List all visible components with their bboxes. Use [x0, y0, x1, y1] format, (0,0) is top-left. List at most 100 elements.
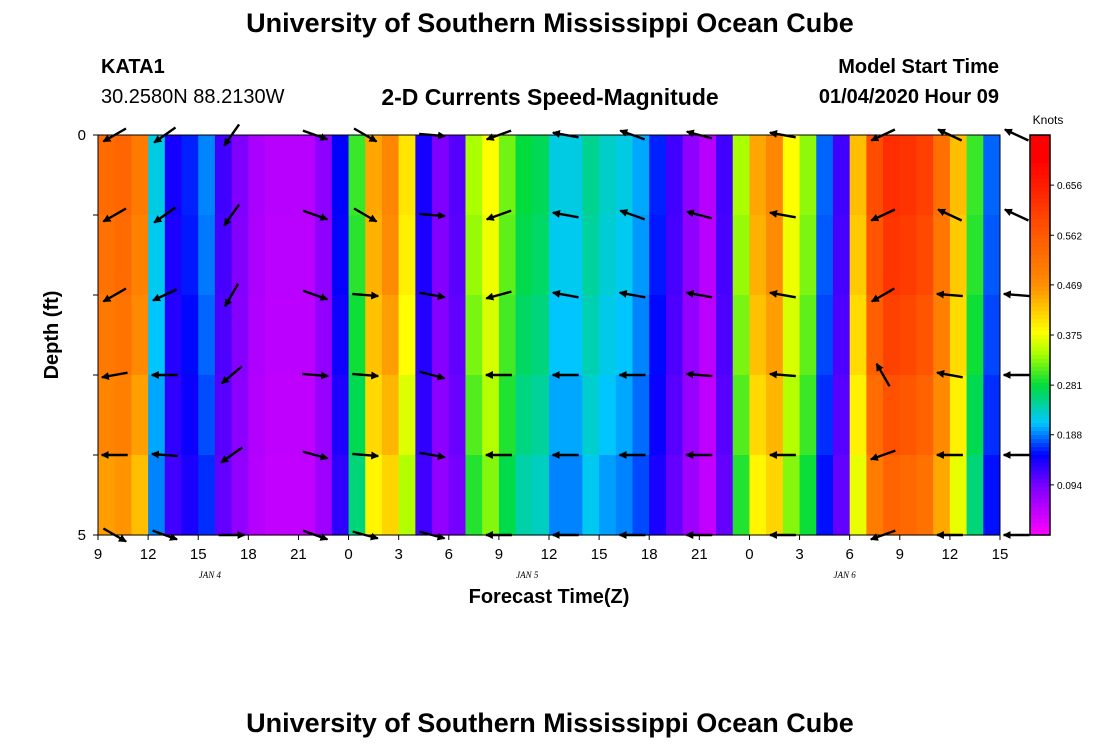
- colorbar-segment: [1030, 395, 1050, 400]
- heatmap-cell: [632, 455, 650, 536]
- heatmap-cell: [331, 135, 350, 216]
- heatmap-cell: [849, 375, 867, 456]
- heatmap-cell: [315, 455, 333, 536]
- current-vector: [685, 370, 713, 379]
- heatmap-cell: [98, 455, 116, 536]
- x-tick-label: 12: [541, 546, 558, 563]
- heatmap-cell: [699, 215, 717, 296]
- heatmap-cell: [966, 295, 984, 376]
- current-vector: [153, 206, 177, 224]
- heatmap-cell: [782, 135, 801, 216]
- heatmap-cell: [214, 295, 233, 376]
- heatmap-cell: [532, 375, 550, 456]
- heatmap-cell: [482, 295, 500, 376]
- heatmap-cell: [582, 215, 600, 296]
- colorbar-segment: [1030, 403, 1050, 408]
- colorbar-segment: [1030, 215, 1050, 220]
- heatmap-cell: [181, 375, 199, 456]
- heatmap-cell: [231, 295, 249, 376]
- x-tick-label: 3: [795, 546, 803, 563]
- colorbar-segment: [1030, 207, 1050, 212]
- heatmap-cell: [164, 215, 183, 296]
- heatmap-cell: [482, 135, 500, 216]
- colorbar-segment: [1030, 475, 1050, 480]
- heatmap-cell: [699, 135, 717, 216]
- heatmap-cell: [131, 215, 149, 296]
- x-tick-label: 18: [641, 546, 658, 563]
- heatmap-cell: [716, 295, 734, 376]
- colorbar-segment: [1030, 375, 1050, 380]
- heatmap-cell: [348, 295, 366, 376]
- heatmap-cell: [381, 455, 400, 536]
- heatmap-cell: [432, 215, 450, 296]
- current-vector: [302, 209, 329, 221]
- heatmap-cell: [281, 295, 300, 376]
- heatmap-cell: [883, 215, 901, 296]
- station-id: KATA1: [101, 56, 165, 78]
- heatmap-cell: [549, 135, 567, 216]
- heatmap-cell: [899, 455, 918, 536]
- current-vector: [768, 370, 796, 379]
- heatmap-cell: [298, 135, 316, 216]
- colorbar-segment: [1030, 523, 1050, 528]
- colorbar-tick-label: 0.188: [1057, 431, 1082, 442]
- heatmap-cell: [214, 215, 233, 296]
- x-tick-label: 3: [394, 546, 402, 563]
- heatmap-cell: [749, 295, 767, 376]
- heatmap-cell: [265, 375, 283, 456]
- heatmap-cell: [248, 215, 266, 296]
- heatmap-cell: [615, 295, 634, 376]
- heatmap-cell: [298, 375, 316, 456]
- current-vector: [875, 362, 891, 387]
- colorbar-segment: [1030, 211, 1050, 216]
- heatmap-cell: [298, 295, 316, 376]
- colorbar-segment: [1030, 447, 1050, 452]
- heatmap-cell: [415, 375, 433, 456]
- colorbar-segment: [1030, 271, 1050, 276]
- current-vector: [150, 450, 178, 459]
- heatmap-cell: [114, 455, 132, 536]
- heatmap-cell: [465, 375, 483, 456]
- current-vector: [419, 291, 446, 300]
- current-vector: [352, 291, 380, 300]
- current-vector: [485, 290, 512, 301]
- heatmap-cell: [866, 455, 884, 536]
- heatmap-cell: [131, 375, 149, 456]
- heatmap-cell: [432, 455, 450, 536]
- heatmap-cell: [649, 135, 667, 216]
- heatmap-cell: [398, 455, 416, 536]
- heatmap-cell: [933, 455, 951, 536]
- heatmap-cell: [198, 135, 216, 216]
- colorbar-segment: [1030, 143, 1050, 148]
- colorbar-segment: [1030, 387, 1050, 392]
- heatmap-cell: [348, 135, 366, 216]
- heatmap-cell: [498, 455, 517, 536]
- x-tick-label: 6: [845, 546, 853, 563]
- heatmap-cell: [933, 295, 951, 376]
- colorbar-tick-label: 0.281: [1057, 381, 1082, 392]
- colorbar-segment: [1030, 191, 1050, 196]
- current-vector: [102, 207, 127, 223]
- colorbar-segment: [1030, 343, 1050, 348]
- colorbar-segment: [1030, 231, 1050, 236]
- heatmap-cell: [415, 295, 433, 376]
- heatmap-cell: [465, 215, 483, 296]
- heatmap-cell: [615, 375, 634, 456]
- colorbar-segment: [1030, 347, 1050, 352]
- heatmap-cell: [131, 455, 149, 536]
- x-tick-label: 15: [190, 546, 207, 563]
- colorbar-segment: [1030, 419, 1050, 424]
- colorbar-segment: [1030, 183, 1050, 188]
- heatmap-cell: [699, 295, 717, 376]
- heatmap-cell: [131, 135, 149, 216]
- colorbar-segment: [1030, 467, 1050, 472]
- heatmap-cell: [749, 215, 767, 296]
- heatmap-cell: [381, 295, 400, 376]
- heatmap-cell: [415, 215, 433, 296]
- colorbar-segment: [1030, 471, 1050, 476]
- heatmap-cell: [482, 215, 500, 296]
- heatmap-cell: [532, 295, 550, 376]
- heatmap-cell: [716, 375, 734, 456]
- heatmap-cell: [565, 375, 583, 456]
- heatmap-cell: [148, 455, 166, 536]
